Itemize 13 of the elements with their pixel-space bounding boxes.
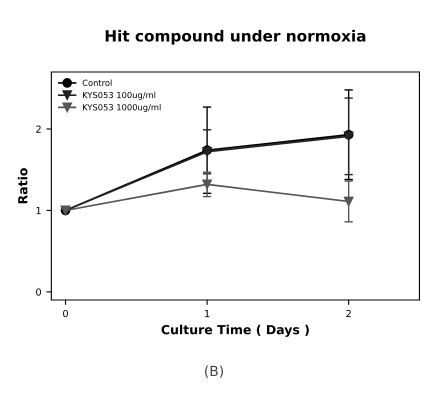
legend-label: KYS053 100ug/ml	[83, 92, 156, 100]
y-tick-label: 1	[36, 207, 41, 214]
y-tick-label: 0	[36, 288, 41, 296]
x-axis-title: Culture Time ( Days )	[162, 324, 309, 337]
y-tick-label: 2	[36, 125, 41, 133]
chart-title: Hit compound under normoxia	[106, 30, 366, 45]
legend-label: Control	[82, 80, 112, 86]
x-tick-label: 2	[346, 310, 351, 318]
x-tick-label: 0	[63, 310, 68, 318]
legend-label: KYS053 1000ug/ml	[83, 104, 161, 112]
y-axis-title: Ratio	[18, 168, 28, 204]
x-tick-label: 1	[205, 310, 210, 318]
text: (B)	[205, 365, 223, 378]
